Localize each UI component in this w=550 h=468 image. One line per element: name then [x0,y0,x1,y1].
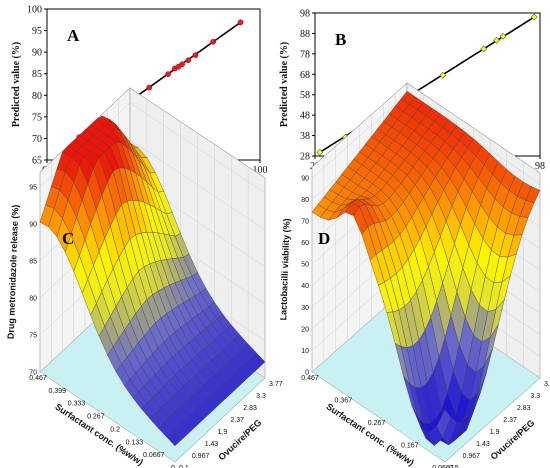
y-tick-label: 0.967 [463,453,481,460]
y-tick-label: 70 [32,134,42,145]
x-tick-label: 0.2 [110,426,120,433]
z-tick-label: 80 [29,295,37,302]
z-tick-label: 95 [29,184,37,191]
y-tick-label: 2.83 [517,405,531,412]
y-tick-label: 98 [300,9,310,20]
panel-c-surface: 70 75 80 85 90 95 Drug metronidazole release (… [6,87,283,468]
y-tick-label: 100 [27,5,42,16]
surface-patch [436,409,452,438]
y-tick-label: 1.43 [476,441,490,448]
y-axis-label: Predicted value (%) [11,42,22,127]
z-tick-label: 20 [301,326,309,333]
z-tick-label: 90 [29,221,37,228]
data-point [499,32,507,40]
panel-letter: B [335,30,346,49]
x-tick-label: 0.467 [301,375,319,382]
y-axis-label: Predicted value (%) [279,42,290,127]
x-tick-label: 0.267 [87,414,105,421]
y-tick-label: 1.43 [205,441,219,448]
y-tick-label: 0.967 [192,453,210,460]
panel-letter: D [318,229,330,248]
y-tick-label: 3.3 [530,393,540,400]
z-axis-label: Lactobacilli viability (%) [278,218,292,320]
y-tick-label: 68 [300,70,310,81]
y-tick-label: 3.77 [544,381,550,388]
z-tick-label: 50 [301,262,309,269]
x-tick-label: 0.0667 [432,465,454,468]
data-point [493,36,501,44]
y-tick-label: 1.9 [490,429,500,436]
surface-patch [166,431,181,447]
data-point [237,19,244,26]
x-tick-label: 0.133 [126,439,144,446]
z-tick-label: 90 [301,175,309,182]
x-tick-label: 0.0667 [143,452,165,459]
y-tick-label: 0.5 [449,465,459,468]
y-tick-label: 88 [300,29,310,40]
y-tick-label: 78 [300,49,310,60]
y-tick-label: 2.37 [230,417,244,424]
y-tick-label: 95 [32,26,42,37]
y-tick-label: 28 [300,152,310,163]
data-point [439,71,447,79]
z-tick-label: 10 [301,348,309,355]
data-point [480,45,488,53]
z-tick-label: 30 [301,305,309,312]
x-tick-label: 0.399 [49,388,67,395]
panel-letter: C [62,229,74,248]
y-tick-label: 58 [300,90,310,101]
panel-letter: A [67,26,80,45]
y-tick-label: 75 [32,112,42,123]
z-tick-label: 0 [305,370,309,377]
data-point [530,13,538,21]
x-tick-label: 0 [171,465,175,468]
data-point [185,57,192,64]
y-tick-label: 85 [32,69,42,80]
data-point [146,84,153,91]
data-point [165,71,171,77]
y-tick-label: 80 [32,91,42,102]
z-tick-label: 70 [301,218,309,225]
x-tick-label: 0.167 [401,443,419,450]
x-tick-label: 0.367 [334,398,352,405]
x-tick-label: 98 [535,161,545,172]
data-point [210,38,216,45]
x-tick-label: 0.333 [68,401,86,408]
x-tick-label: 0.467 [29,375,47,382]
z-axis-label: Drug metronidazole release (%) [6,204,21,339]
y-tick-label: 3.3 [256,393,266,400]
z-tick-label: 85 [29,258,37,265]
y-tick-label: 1.9 [218,429,228,436]
y-tick-label: 2.37 [503,417,517,424]
y-tick-label: 3.77 [269,381,283,388]
z-tick-label: 60 [301,240,309,247]
y-tick-label: 38 [300,131,310,142]
panel-d-surface: 0 10 20 30 40 50 60 70 80 90 Lactobacilli viabilit… [278,82,550,468]
x-tick-label: 0.267 [368,420,386,427]
z-tick-label: 80 [301,197,309,204]
z-tick-label: 40 [301,283,309,290]
z-tick-label: 75 [29,332,37,339]
y-tick-label: 90 [32,48,42,59]
y-axis-label: Ovucire/PEG [489,418,537,462]
data-point [192,52,199,59]
y-tick-label: 48 [300,111,310,122]
y-tick-label: 65 [32,156,42,167]
data-point [179,61,185,68]
x-tick-label: 100 [253,165,268,176]
y-axis-label: Ovucire/PEG [216,417,263,462]
data-point [316,148,324,156]
y-tick-label: 0.1 [179,465,189,468]
z-tick-label: 70 [29,370,37,377]
y-tick-label: 2.83 [243,405,257,412]
